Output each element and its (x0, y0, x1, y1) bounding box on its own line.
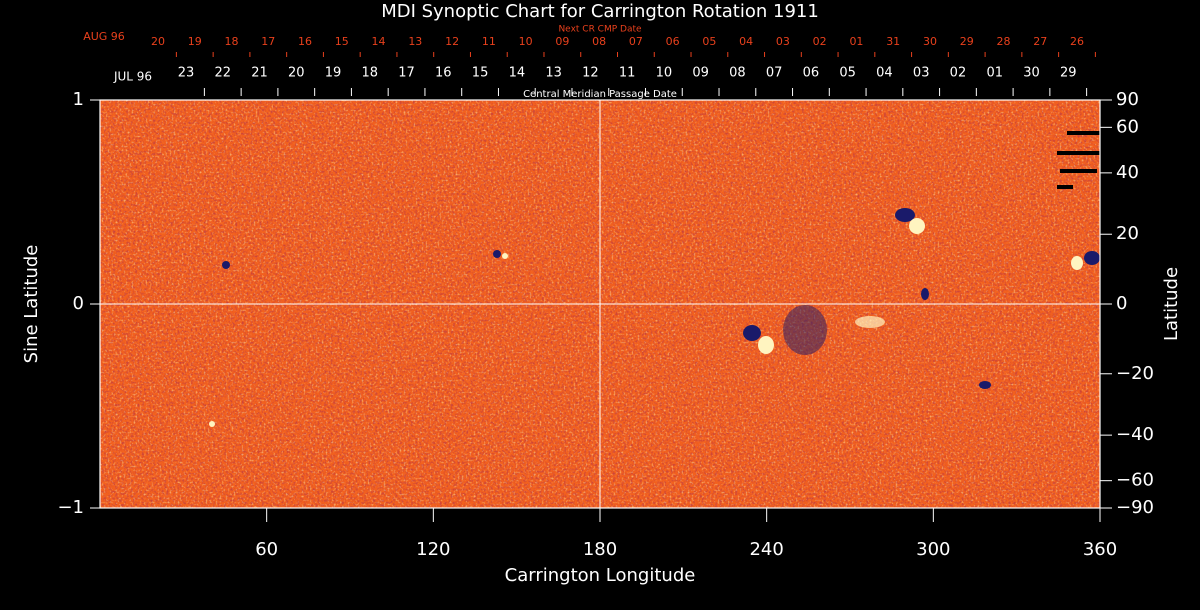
date-label: 23 (178, 66, 195, 81)
date-label: 11 (482, 35, 496, 48)
date-label: 15 (472, 66, 489, 81)
date-label: 10 (519, 35, 533, 48)
date-label: 13 (545, 66, 562, 81)
x-tick-label: 120 (416, 539, 450, 560)
date-label: 08 (729, 66, 746, 81)
date-label: 02 (950, 66, 967, 81)
x-tick-label: 60 (255, 539, 278, 560)
date-label: 03 (776, 35, 790, 48)
date-label: 30 (923, 35, 937, 48)
y-tick-label: 0 (73, 293, 84, 314)
date-label: 20 (288, 66, 305, 81)
y2-tick-label: −40 (1116, 424, 1154, 445)
y2-axis-label: Latitude (1161, 267, 1182, 341)
y-axis-label: Sine Latitude (21, 245, 42, 364)
y2-tick-label: 20 (1116, 223, 1139, 244)
y2-tick-label: 60 (1116, 116, 1139, 137)
y-tick-label: 1 (73, 89, 84, 110)
date-label: 14 (509, 66, 526, 81)
date-label: 07 (766, 66, 783, 81)
date-label: 19 (325, 66, 342, 81)
date-axis-title: Next CR CMP Date (558, 25, 642, 35)
date-label: 10 (656, 66, 673, 81)
date-label: 09 (692, 66, 709, 81)
date-label: 03 (913, 66, 930, 81)
date-label: 28 (996, 35, 1010, 48)
date-label: 20 (151, 35, 165, 48)
chart-title: MDI Synoptic Chart for Carrington Rotati… (381, 1, 819, 22)
date-label: 11 (619, 66, 636, 81)
date-label: 06 (803, 66, 820, 81)
x-tick-label: 240 (749, 539, 783, 560)
y2-tick-label: 40 (1116, 162, 1139, 183)
date-label: 15 (335, 35, 349, 48)
date-label: 16 (298, 35, 312, 48)
date-label: 02 (813, 35, 827, 48)
x-axis-label: Carrington Longitude (505, 565, 696, 586)
date-label: 01 (849, 35, 863, 48)
date-label: 26 (1070, 35, 1084, 48)
date-label: 05 (839, 66, 856, 81)
date-axis-start: AUG 96 (83, 30, 125, 43)
date-label: 21 (251, 66, 268, 81)
date-label: 31 (886, 35, 900, 48)
date-label: 01 (986, 66, 1003, 81)
y2-tick-label: −90 (1116, 497, 1154, 518)
date-label: 13 (408, 35, 422, 48)
date-label: 27 (1033, 35, 1047, 48)
date-label: 04 (876, 66, 893, 81)
date-label: 12 (582, 66, 599, 81)
date-label: 14 (372, 35, 386, 48)
x-tick-label: 360 (1083, 539, 1117, 560)
date-label: 12 (445, 35, 459, 48)
y2-tick-label: −20 (1116, 363, 1154, 384)
date-label: 29 (1060, 66, 1077, 81)
date-label: 19 (188, 35, 202, 48)
date-axis-title: Central Meridian Passage Date (523, 89, 677, 100)
date-label: 05 (702, 35, 716, 48)
date-label: 17 (398, 66, 415, 81)
date-axis-start: JUL 96 (113, 70, 152, 84)
x-tick-label: 300 (916, 539, 950, 560)
x-tick-label: 180 (583, 539, 617, 560)
date-label: 29 (960, 35, 974, 48)
date-label: 16 (435, 66, 452, 81)
date-label: 09 (555, 35, 569, 48)
y2-tick-label: 0 (1116, 293, 1127, 314)
date-label: 04 (739, 35, 753, 48)
date-label: 18 (362, 66, 379, 81)
y-tick-label: −1 (57, 497, 84, 518)
y2-tick-label: 90 (1116, 89, 1139, 110)
date-label: 07 (629, 35, 643, 48)
date-label: 17 (261, 35, 275, 48)
date-label: 08 (592, 35, 606, 48)
date-label: 30 (1023, 66, 1040, 81)
y2-tick-label: −60 (1116, 470, 1154, 491)
date-label: 18 (225, 35, 239, 48)
date-label: 06 (666, 35, 680, 48)
date-label: 22 (214, 66, 231, 81)
